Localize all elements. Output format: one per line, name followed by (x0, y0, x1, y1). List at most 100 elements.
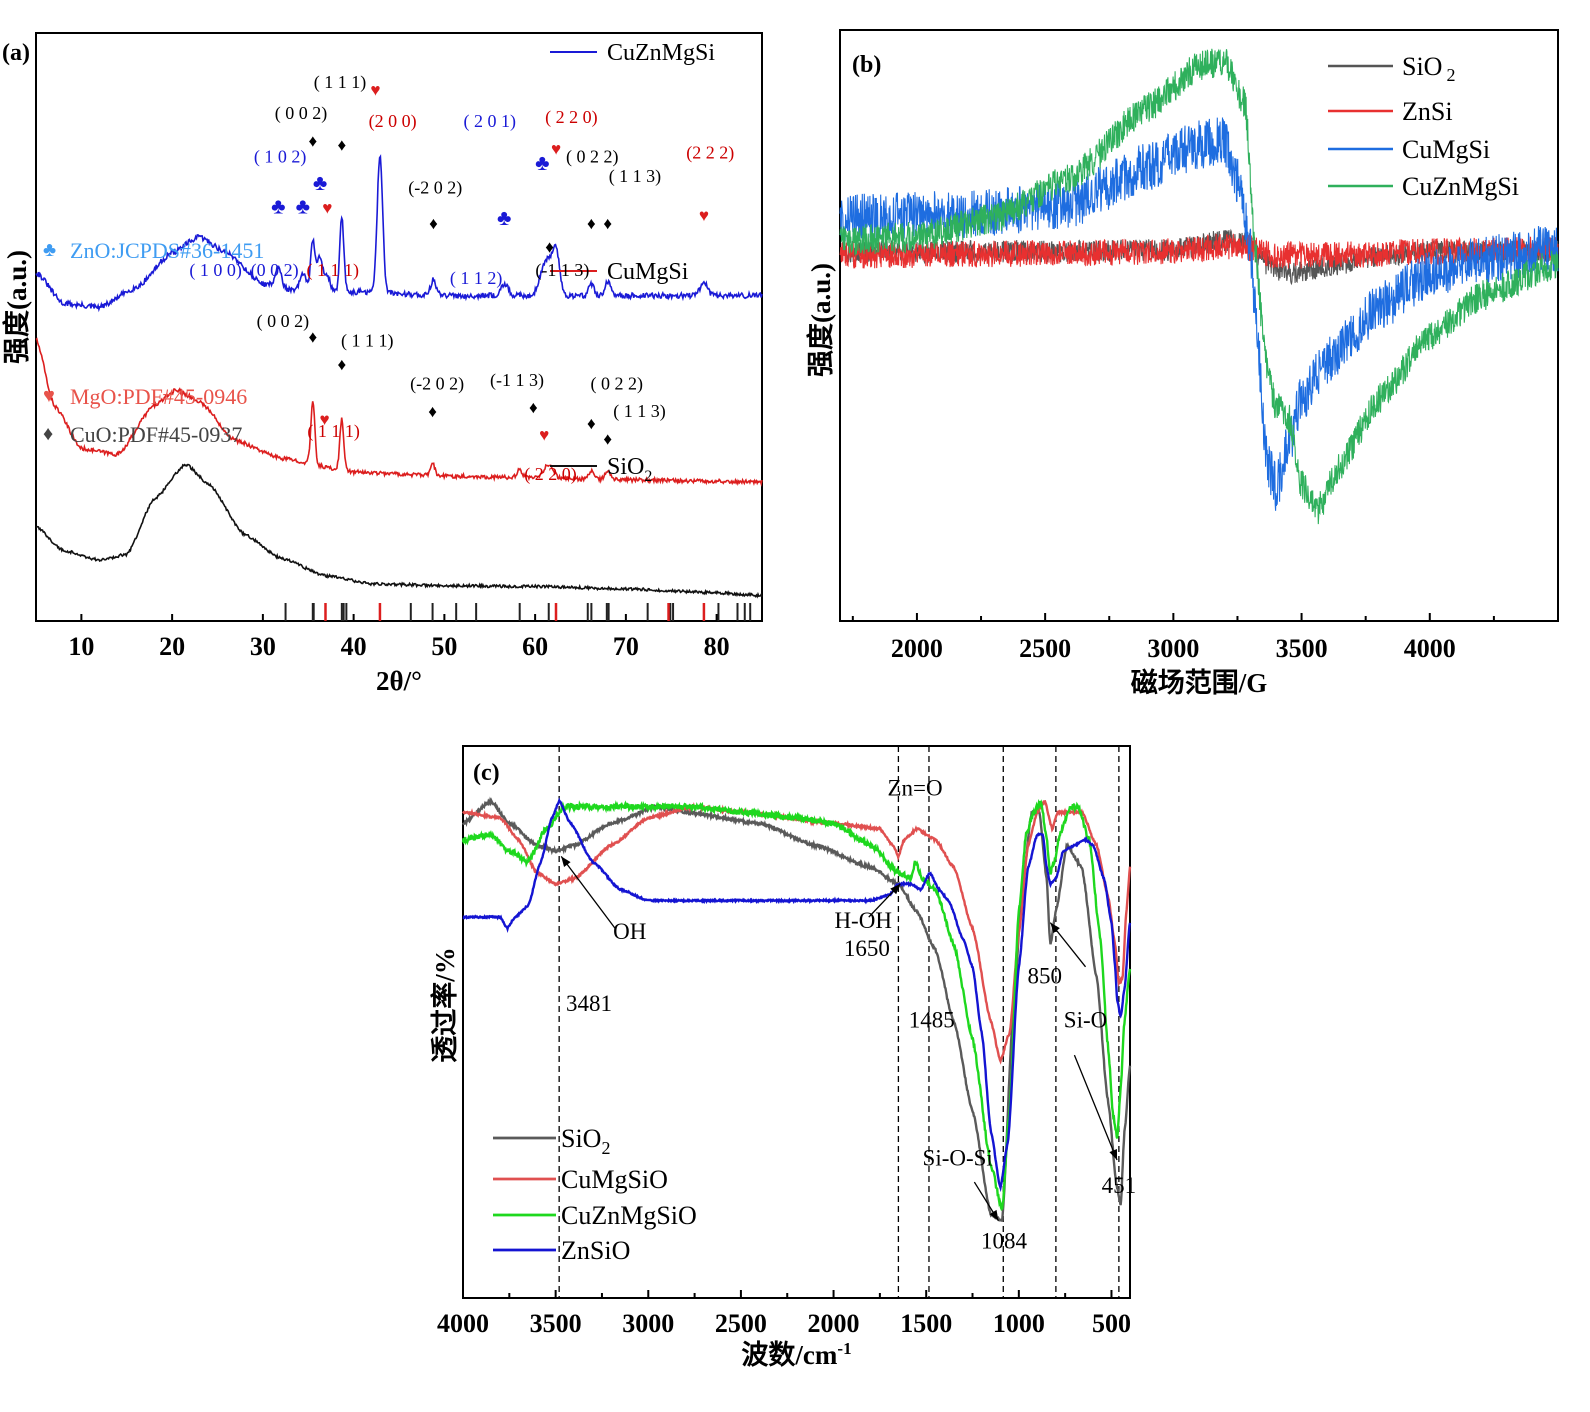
legend-label: ZnSi (1402, 97, 1453, 126)
peak-marker: ♦ (308, 328, 317, 347)
peak-marker: ♥ (699, 206, 709, 225)
legend-label-sub: 2 (601, 1138, 610, 1158)
peak-label: (2 0 0) (369, 111, 417, 132)
annotation: 451 (1102, 1173, 1137, 1198)
x-tick-label: 3000 (622, 1309, 674, 1338)
peak-marker: ♦ (587, 414, 596, 433)
peak-marker: ♦ (603, 214, 612, 233)
peak-label: ( 0 2 2) (566, 146, 619, 167)
peak-marker: ♥ (551, 140, 561, 159)
peak-label: ( 1 0 0) (189, 260, 242, 281)
annotation-arrow (1073, 1054, 1118, 1161)
peak-label: ( 2 0 1) (464, 111, 517, 132)
x-tick-label: 2000 (891, 634, 943, 663)
x-tick-label: 1500 (900, 1309, 952, 1338)
x-tick-label: 4000 (437, 1309, 489, 1338)
peak-label: ( 1 1 1) (307, 260, 360, 281)
peak-label: (-1 1 3) (490, 370, 544, 391)
x-axis-title-main: 波数/cm (741, 1340, 837, 1370)
legend-label: CuZnMgSi (1402, 172, 1519, 201)
peak-label: ( 1 1 1) (314, 72, 367, 93)
x-tick-label: 80 (704, 632, 730, 661)
series-line-cumgsi (35, 337, 763, 487)
annotation-arrowhead (1109, 1149, 1118, 1160)
x-tick-label: 40 (341, 632, 367, 661)
legend-label: CuMgSiO (561, 1165, 668, 1194)
x-tick-label: 60 (522, 632, 548, 661)
x-tick-label: 1000 (993, 1309, 1045, 1338)
panel-label: (c) (473, 760, 500, 786)
legend-label-main: CuMgSiO (561, 1165, 668, 1194)
x-tick-label: 30 (250, 632, 276, 661)
peak-label: ( 1 1 3) (613, 401, 666, 422)
annotation: 3481 (566, 991, 612, 1016)
x-tick-label: 500 (1092, 1309, 1131, 1338)
legend-label-main: CuZnMgSi (1402, 172, 1519, 201)
series-line-cuznmgsio (461, 798, 1132, 1211)
peak-label: ( 0 0 2) (257, 311, 310, 332)
annotation-arrowhead (890, 884, 901, 895)
x-axis-title: 2θ/° (376, 666, 422, 696)
peak-marker: ♣ (535, 150, 549, 175)
peak-marker: ♣ (313, 170, 327, 195)
y-axis-title: 强度(a.u.) (1, 250, 32, 364)
y-axis-title: 强度(a.u.) (805, 263, 836, 377)
peak-label: ( 1 0 2) (254, 146, 307, 167)
peak-marker: ♥ (539, 426, 549, 445)
peak-label: ( 1 1 1) (307, 421, 360, 442)
plot-frame (839, 29, 1559, 622)
legend-label: CuZnMgSi (607, 40, 715, 66)
plot-frame (462, 745, 1131, 1299)
reference-note: ZnO:JCPDS#36-1451 (70, 238, 264, 263)
x-tick-label: 4000 (1404, 634, 1456, 663)
peak-label: ( 0 0 2) (275, 103, 328, 124)
peak-marker: ♦ (587, 214, 596, 233)
x-axis-title: 波数/cm-1 (741, 1339, 851, 1370)
series-line-znsi (839, 233, 1559, 269)
peak-marker: ♥ (320, 410, 330, 429)
annotation-arrowhead (1050, 922, 1060, 934)
x-tick-label: 2500 (715, 1309, 767, 1338)
x-tick-label: 20 (159, 632, 185, 661)
legend-label-main: SiO (607, 454, 644, 480)
peak-label: ( 1 1 3) (609, 166, 662, 187)
y-axis-title: 透过率/% (429, 947, 460, 1063)
peak-marker: ♣ (296, 193, 310, 218)
legend-label-main: CuMgSi (1402, 135, 1490, 164)
peak-marker: ♦ (337, 355, 346, 374)
x-tick-label: 10 (68, 632, 94, 661)
peak-label: ( 1 1 1) (341, 331, 394, 352)
annotation-arrowhead (561, 856, 571, 868)
legend-label: CuZnMgSiO (561, 1201, 697, 1230)
annotation: Si-O-Si (923, 1146, 993, 1171)
peak-marker: ♦ (308, 132, 317, 151)
annotation: Zn=O (888, 776, 943, 801)
reference-note-symbol: ♦ (43, 423, 53, 445)
legend-label-main: ZnSiO (561, 1236, 630, 1265)
panel-label: (b) (852, 52, 881, 78)
annotation-arrowhead (989, 1209, 999, 1221)
x-tick-label: 50 (431, 632, 457, 661)
annotation: Si-O (1064, 1008, 1107, 1033)
legend-label-sub: 2 (1446, 65, 1455, 85)
panel-c: (c) 4000 3500 3000 2500 2000 1500 1000 500 波数/cm-… (429, 745, 1137, 1370)
annotation: 1485 (909, 1008, 955, 1033)
peak-marker: ♦ (337, 136, 346, 155)
annotation: 850 (1028, 963, 1063, 988)
series-line-sio2 (35, 463, 763, 599)
legend-label-main: SiO (561, 1124, 601, 1153)
peak-label: (-2 0 2) (410, 374, 464, 395)
legend-label: CuMgSi (607, 259, 689, 285)
peak-marker: ♦ (545, 238, 554, 257)
x-tick-label: 3500 (1276, 634, 1328, 663)
peak-label: (0 0 2) (251, 260, 299, 281)
legend-label-main: SiO (1402, 52, 1442, 81)
legend-label-main: CuZnMgSiO (561, 1201, 697, 1230)
legend-label: SiO2 (607, 454, 652, 485)
panel-label: (a) (2, 40, 30, 66)
reference-note-symbol: ♥ (43, 385, 55, 407)
x-axis-title-sup: -1 (837, 1339, 851, 1358)
x-tick-label: 2500 (1019, 634, 1071, 663)
